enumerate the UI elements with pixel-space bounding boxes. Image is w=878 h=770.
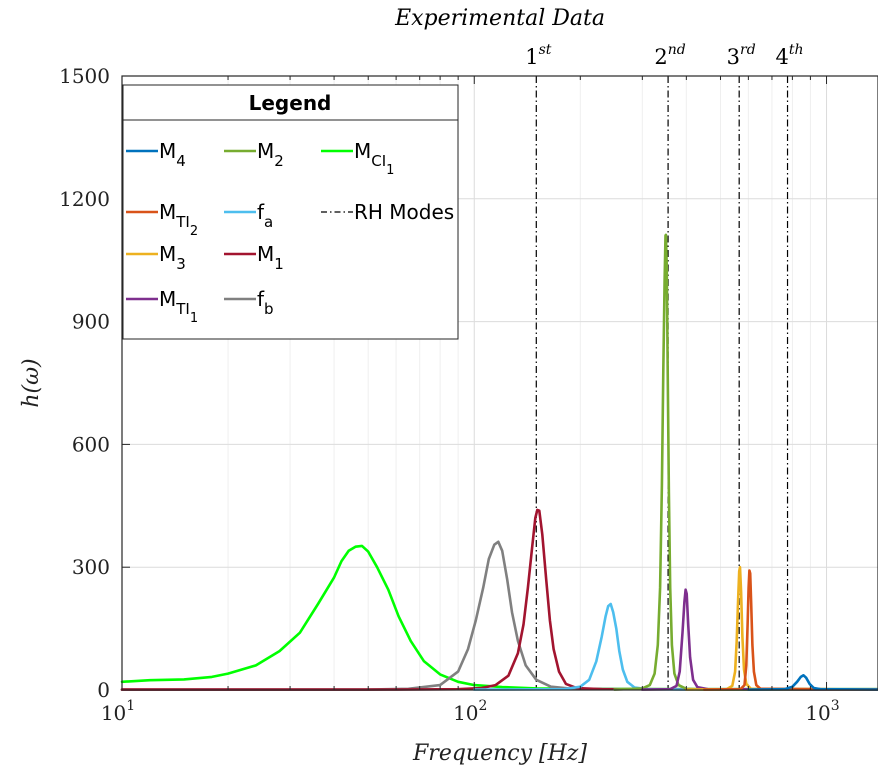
y-tick-label: 900 bbox=[72, 310, 110, 334]
legend-label: M2 bbox=[257, 139, 284, 170]
series-line-m-1 bbox=[120, 508, 878, 691]
series-line-m-ti-2 bbox=[703, 569, 878, 691]
legend-title: Legend bbox=[249, 91, 332, 115]
rh-mode-label: 4th bbox=[776, 42, 804, 69]
x-tick-label: 101 bbox=[101, 698, 135, 725]
legend-label: M4 bbox=[159, 139, 186, 170]
legend-label: MTI1 bbox=[159, 287, 198, 326]
rh-mode-labels: 1st 2nd 3rd 4th bbox=[525, 42, 803, 69]
series-line-f-b bbox=[120, 540, 878, 691]
series-line-m-2 bbox=[613, 233, 878, 691]
y-tick-label: 300 bbox=[72, 555, 110, 579]
y-tick-label: 600 bbox=[72, 432, 110, 456]
legend: Legend M4 M2 MCI1 MTI2 fa RH Modes M3 M1 MTI1 fb bbox=[122, 84, 459, 340]
x-tick-label: 102 bbox=[453, 698, 487, 725]
legend-label: RH Modes bbox=[354, 200, 454, 224]
legend-label: M3 bbox=[159, 242, 186, 273]
rh-mode-label: 2nd bbox=[654, 42, 685, 69]
legend-label: M1 bbox=[257, 242, 284, 273]
legend-label: fa bbox=[257, 200, 273, 231]
series-line-m-4 bbox=[747, 674, 878, 691]
rh-mode-label: 3rd bbox=[727, 42, 756, 69]
legend-label: fb bbox=[257, 287, 274, 318]
axis-ticks bbox=[121, 75, 828, 691]
series-line-m-ti-1 bbox=[641, 588, 878, 691]
y-axis-label: h(ω) bbox=[19, 358, 44, 407]
legend-box bbox=[122, 84, 459, 340]
series-layer bbox=[120, 233, 878, 691]
y-tick-label: 1200 bbox=[59, 187, 110, 211]
rh-mode-label: 1st bbox=[525, 42, 552, 69]
x-tick-label: 103 bbox=[805, 698, 839, 725]
legend-label: MTI2 bbox=[159, 200, 198, 239]
plot-frame bbox=[121, 75, 878, 691]
legend-label: MCI1 bbox=[354, 139, 394, 178]
chart-title: Experimental Data bbox=[394, 6, 605, 31]
x-axis-label: Frequency [Hz] bbox=[412, 741, 587, 766]
y-tick-label: 1500 bbox=[59, 64, 110, 88]
x-tick-labels: 101 102 103 bbox=[101, 698, 840, 725]
y-tick-label: 0 bbox=[97, 678, 110, 702]
series-line-m-3 bbox=[685, 565, 878, 691]
y-tick-labels: 0 300 600 900 1200 1500 bbox=[59, 64, 110, 702]
